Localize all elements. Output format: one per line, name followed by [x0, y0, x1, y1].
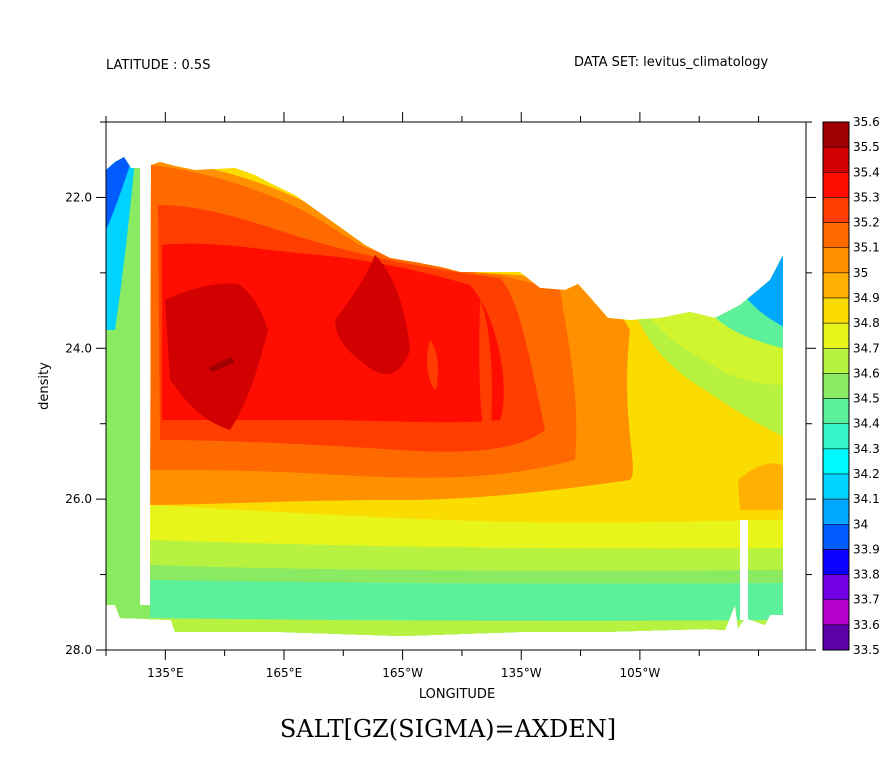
- data-gap-west: [140, 165, 150, 605]
- colorbar-label: 34.6: [853, 366, 880, 380]
- colorbar-swatch: [822, 524, 850, 550]
- chart-title: SALT[GZ(SIGMA)=AXDEN]: [279, 715, 617, 743]
- core-35-6: [208, 357, 235, 372]
- colorbar-swatch: [822, 297, 850, 324]
- cell-35-3-b: [479, 300, 492, 440]
- colorbar-label: 34.3: [853, 442, 880, 456]
- colorbar-label: 35.5: [853, 140, 880, 154]
- axis-ticks: [96, 112, 816, 660]
- x-tick-labels: 135°E 165°E 165°W 135°W 105°W: [147, 666, 660, 680]
- core-35-5-central: [335, 255, 410, 374]
- colorbar-label: 34.5: [853, 392, 880, 406]
- colorbar-swatch: [822, 146, 850, 173]
- colorbar-swatch: [822, 222, 850, 248]
- colorbar-label: 35.1: [853, 241, 880, 255]
- x-tick-label: 165°E: [266, 666, 303, 680]
- data-gap-east: [740, 520, 748, 620]
- colorbar-swatch: [822, 272, 850, 299]
- colorbar-label: 34.4: [853, 417, 880, 431]
- colorbar-label: 33.5: [853, 643, 880, 657]
- y-tick-label: 26.0: [65, 492, 92, 506]
- cell-35-east: [738, 463, 783, 510]
- colorbar-swatch: [822, 624, 850, 651]
- colorbar-label: 34.2: [853, 467, 880, 481]
- core-35-5-west: [165, 283, 268, 430]
- colorbar-label: 34.9: [853, 291, 880, 305]
- colorbar-label: 33.9: [853, 542, 880, 556]
- colorbar-swatch: [822, 473, 850, 500]
- colorbar-swatch: [822, 348, 850, 374]
- colorbar-swatch: [822, 247, 850, 274]
- salinity-field: [106, 157, 783, 636]
- colorbar-label: 35.2: [853, 216, 880, 230]
- colorbar-swatch: [822, 599, 850, 626]
- colorbar-swatch: [822, 498, 850, 525]
- colorbar-swatch: [822, 322, 850, 349]
- colorbar-label: 34.1: [853, 492, 880, 506]
- y-tick-label: 22.0: [65, 190, 92, 204]
- band-34-5-deep: [150, 580, 783, 636]
- colorbar-label: 33.8: [853, 568, 880, 582]
- cell-35-1: [583, 340, 601, 450]
- colorbar-frame: [822, 121, 850, 651]
- colorbar-label: 33.6: [853, 618, 880, 632]
- y-tick-labels: 22.0 24.0 26.0 28.0: [65, 190, 92, 657]
- band-34-7-bottom: [150, 618, 783, 636]
- colorbar-swatch: [822, 172, 850, 198]
- colorbar-label: 34.8: [853, 316, 880, 330]
- colorbar-label: 34: [853, 517, 868, 531]
- x-tick-label: 135°W: [501, 666, 542, 680]
- x-tick-label: 165°W: [382, 666, 423, 680]
- y-tick-label: 28.0: [65, 643, 92, 657]
- band-34-west: [106, 157, 135, 230]
- colorbar-label: 35.4: [853, 165, 880, 179]
- colorbar-label: 33.7: [853, 593, 880, 607]
- colorbar-swatch: [822, 574, 850, 600]
- y-axis-label: density: [37, 362, 52, 410]
- colorbar-swatch: [822, 549, 850, 575]
- colorbar-label: 35.6: [853, 115, 880, 129]
- x-tick-label: 105°W: [620, 666, 661, 680]
- colorbar-swatch: [822, 197, 850, 223]
- y-tick-label: 24.0: [65, 341, 92, 355]
- latitude-label: LATITUDE : 0.5S: [106, 58, 211, 73]
- colorbar-swatch: [822, 121, 850, 148]
- colorbar-swatch: [822, 448, 850, 475]
- colorbar-swatch: [822, 398, 850, 424]
- cell-35-3: [427, 340, 438, 390]
- colorbar-swatch: [822, 373, 850, 399]
- x-tick-label: 135°E: [147, 666, 184, 680]
- dataset-label: DATA SET: levitus_climatology: [574, 55, 769, 70]
- band-34-1-east: [740, 250, 783, 330]
- colorbar-label: 35: [853, 266, 868, 280]
- x-axis-label: LONGITUDE: [419, 687, 495, 702]
- colorbar-label: 34.7: [853, 341, 880, 355]
- colorbar-label: 35.3: [853, 190, 880, 204]
- colorbar-swatch: [822, 423, 850, 450]
- colorbar: 35.6 35.5 35.4 35.3 35.2 35.1 35 34.9 34.8 34.7 34…: [822, 115, 880, 657]
- plot-frame: [105, 121, 807, 651]
